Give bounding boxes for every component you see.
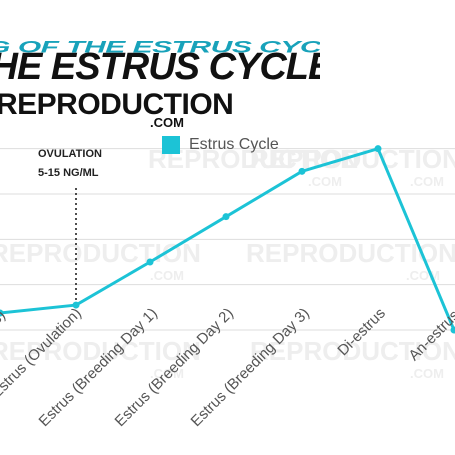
watermark-sub: .COM <box>150 268 184 283</box>
data-point <box>146 258 154 266</box>
ovulation-range: 5-15 NG/ML <box>38 167 99 179</box>
x-tick-label: s) <box>0 307 9 328</box>
data-point <box>0 309 4 317</box>
series-estrus-cycle <box>0 145 455 334</box>
watermark-text: REPRODUCTION <box>0 238 201 268</box>
watermarks: REPRODUCTION.COMREPRODUCTION.COMREPRODUC… <box>0 144 455 381</box>
legend: Estrus Cycle <box>162 136 279 154</box>
title-band: TIMING OF THE ESTRUS CYCLE OF THE ESTRUS… <box>0 38 320 92</box>
brand-logo-sub: .COM <box>150 115 184 130</box>
data-point <box>72 301 80 309</box>
ovulation-annotation: OVULATION 5-15 NG/ML <box>38 145 118 183</box>
x-tick-labels: s)Estrus (Ovulation)Estrus (Breeding Day… <box>0 305 455 430</box>
data-point <box>374 145 382 153</box>
legend-label: Estrus Cycle <box>189 136 279 153</box>
data-point <box>298 167 306 175</box>
data-point <box>450 326 455 334</box>
watermark-sub: .COM <box>410 366 444 381</box>
chart-title: OF THE ESTRUS CYCLE <box>0 46 320 88</box>
watermark-text: REPRODUCTION <box>250 144 455 174</box>
watermark-sub: .COM <box>150 366 184 381</box>
watermark-text: REPRODUCTION <box>246 238 455 268</box>
watermark-sub: .COM <box>410 174 444 189</box>
ovulation-label: OVULATION <box>38 148 102 160</box>
watermark-text: REPRODUCTION <box>148 144 359 174</box>
watermark-text: REPRODUCTION <box>0 336 201 366</box>
title-shadow: TIMING OF THE ESTRUS CYCLE <box>0 38 320 57</box>
brand-logo: REPRODUCTION <box>0 88 234 121</box>
watermark-text: REPRODUCTION <box>250 336 455 366</box>
data-point <box>222 213 230 221</box>
legend-swatch <box>162 136 180 154</box>
watermark-sub: .COM <box>308 174 342 189</box>
